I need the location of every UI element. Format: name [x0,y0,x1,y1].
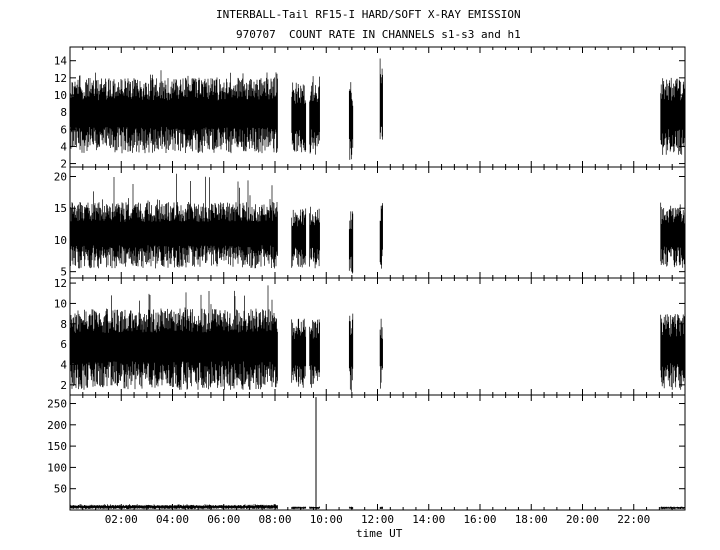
y-tick-label-s1-2: 2 [60,158,67,171]
y-tick-label-s3-8: 8 [60,318,67,331]
series-s1-segment-5 [660,77,686,155]
series-s1-segment-3 [348,82,354,160]
series-s2-segment-1 [291,208,307,268]
series-s3-segment-5 [660,314,686,390]
x-tick-label-20:00: 20:00 [566,513,599,526]
y-tick-label-s1-12: 12 [54,72,67,85]
x-tick-label-06:00: 06:00 [207,513,240,526]
x-tick-label-10:00: 10:00 [310,513,343,526]
series-s1-segment-0 [69,70,278,154]
y-tick-label-s1-10: 10 [54,89,67,102]
y-tick-label-h1-200: 200 [47,419,67,432]
x-tick-label-08:00: 08:00 [258,513,291,526]
x-tick-label-22:00: 22:00 [617,513,650,526]
series-s1-segment-4 [379,58,383,140]
series-s2-segment-5 [660,202,686,268]
y-tick-label-s2-5: 5 [60,266,67,279]
series-s3-segment-1 [291,318,307,388]
series-s2-segment-0 [69,173,278,269]
y-tick-label-s3-12: 12 [54,277,67,290]
series-h1-segment-1 [291,506,307,510]
x-tick-label-16:00: 16:00 [463,513,496,526]
x-tick-label-02:00: 02:00 [105,513,138,526]
y-tick-label-s3-2: 2 [60,379,67,392]
y-tick-label-s3-6: 6 [60,338,67,351]
y-tick-label-s2-20: 20 [54,171,67,184]
y-tick-label-h1-150: 150 [47,440,67,453]
series-s2-segment-2 [309,206,320,269]
y-tick-label-s2-15: 15 [54,202,67,215]
series-s1-segment-2 [309,76,320,155]
x-tick-label-18:00: 18:00 [515,513,548,526]
y-tick-label-s2-10: 10 [54,234,67,247]
series-h1-segment-5 [660,506,686,510]
series-s3-segment-0 [69,285,278,390]
y-tick-label-h1-250: 250 [47,398,67,411]
x-axis-label: time UT [356,527,403,540]
y-tick-label-s1-6: 6 [60,123,67,136]
series-s2-segment-4 [379,203,383,269]
y-tick-label-h1-50: 50 [54,483,67,496]
series-h1-segment-4 [379,506,383,510]
x-tick-label-04:00: 04:00 [156,513,189,526]
series-s3-segment-2 [309,319,320,388]
y-tick-label-s1-14: 14 [54,55,68,68]
y-tick-label-h1-100: 100 [47,461,67,474]
series-s3-segment-3 [348,313,354,392]
series-h1-segment-3 [348,506,354,509]
series-h1-segment-2 [309,506,320,509]
panel-frame-h1 [69,394,686,511]
series-s3-segment-4 [379,318,383,389]
y-tick-label-s3-4: 4 [60,358,67,371]
series-h1-segment-0 [69,504,278,510]
series-s2-segment-3 [348,211,354,274]
x-tick-label-12:00: 12:00 [361,513,394,526]
y-tick-label-s1-8: 8 [60,106,67,119]
x-tick-label-14:00: 14:00 [412,513,445,526]
y-tick-label-s1-4: 4 [60,140,67,153]
chart-subtitle: 970707 COUNT RATE IN CHANNELS s1-s3 and … [236,28,521,41]
series-s1-segment-1 [291,82,307,153]
chart-title: INTERBALL-Tail RF15-I HARD/SOFT X-RAY EM… [216,8,521,21]
y-tick-label-s3-10: 10 [54,297,67,310]
